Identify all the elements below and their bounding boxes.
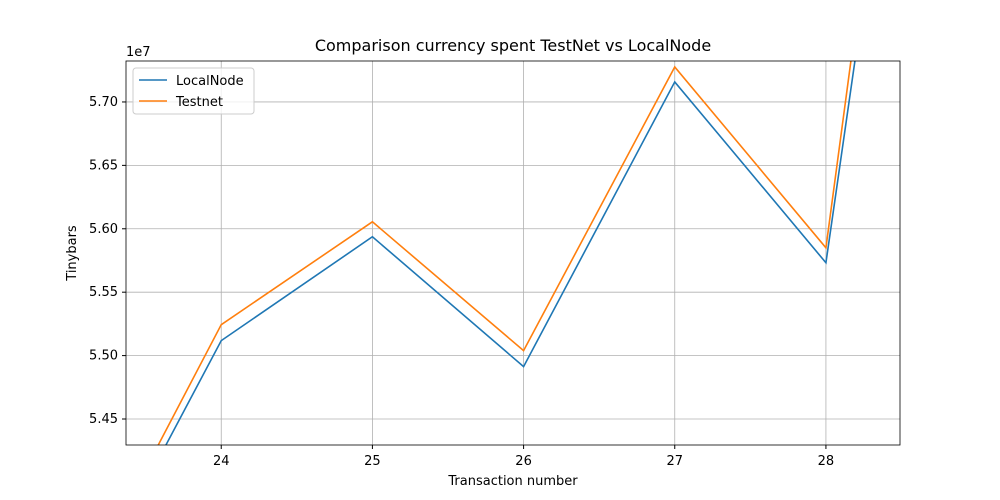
plot-lines <box>157 61 856 445</box>
x-tick-label: 28 <box>818 454 835 469</box>
y-tick-label: 5.70 <box>89 95 118 110</box>
x-tick-label: 25 <box>364 454 381 469</box>
y-tick-label: 5.60 <box>89 222 118 237</box>
plot-frame <box>125 60 901 446</box>
data-line <box>165 61 856 445</box>
x-tick-label: 26 <box>515 454 532 469</box>
legend-label: Testnet <box>175 95 223 110</box>
y-tick-label: 5.65 <box>89 158 118 173</box>
y-tick-label: 5.50 <box>89 349 118 364</box>
x-tick-label: 24 <box>213 454 230 469</box>
x-tick-label: 27 <box>666 454 683 469</box>
x-axis-label: Transaction number <box>447 474 578 489</box>
y-axis-label: Tinybars <box>65 225 80 282</box>
y-multiplier: 1e7 <box>126 45 151 60</box>
legend-label: LocalNode <box>176 74 244 89</box>
y-tick-label: 5.45 <box>89 412 118 427</box>
chart-title: Comparison currency spent TestNet vs Loc… <box>315 36 711 55</box>
y-tick-label: 5.55 <box>89 285 118 300</box>
data-line <box>157 61 852 445</box>
